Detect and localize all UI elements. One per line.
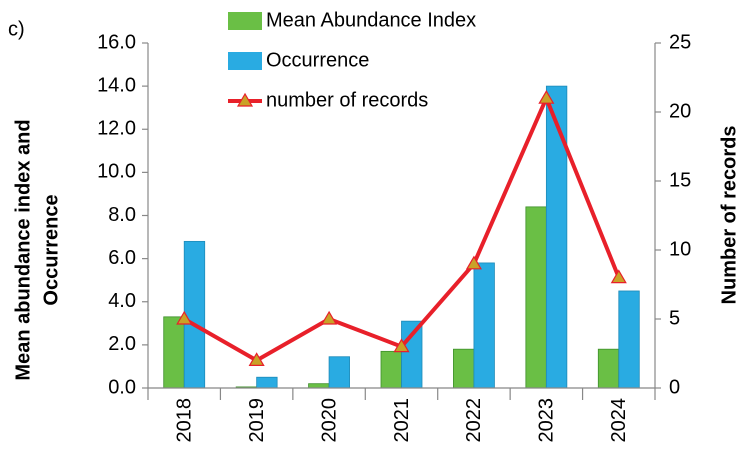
y-tick-label: 10.0	[97, 161, 136, 183]
y-tick-label: 16.0	[97, 31, 136, 53]
marker	[321, 310, 338, 325]
bar	[256, 376, 278, 389]
y-axis-title: Mean abundance index and	[12, 119, 34, 380]
marker	[610, 269, 627, 284]
bar	[525, 206, 547, 389]
y-axis-title: Occurrence	[40, 194, 62, 305]
legend-label: Occurrence	[266, 49, 369, 71]
panel-label: c)	[8, 18, 25, 40]
x-tick-label: 2020	[318, 398, 340, 443]
bar	[328, 356, 350, 389]
bar	[597, 348, 620, 389]
x-tick-label: 2022	[463, 398, 485, 443]
legend-swatch	[228, 52, 262, 70]
y2-tick-label: 5	[669, 307, 680, 329]
x-tick-label: 2024	[608, 398, 630, 443]
y2-tick-label: 25	[669, 31, 691, 53]
y2-tick-label: 15	[669, 169, 691, 191]
legend-swatch	[236, 92, 254, 107]
x-tick-label: 2021	[391, 398, 413, 443]
marker	[176, 310, 193, 325]
marker	[393, 338, 410, 353]
x-tick-label: 2019	[246, 398, 268, 443]
bar	[618, 290, 640, 389]
y2-tick-label: 10	[669, 238, 691, 260]
y-tick-label: 0.0	[108, 376, 136, 398]
bar	[401, 320, 423, 389]
y2-tick-label: 20	[669, 100, 691, 122]
marker	[538, 90, 555, 104]
marker	[248, 352, 265, 366]
y2-axis-title: Number of records	[718, 126, 740, 305]
legend-swatch	[228, 12, 262, 30]
y-tick-label: 4.0	[108, 290, 136, 312]
bar	[473, 262, 495, 389]
bar	[183, 240, 206, 389]
y-tick-label: 14.0	[97, 74, 136, 96]
y-tick-label: 6.0	[108, 247, 136, 269]
y-tick-label: 2.0	[108, 333, 136, 355]
marker	[465, 255, 482, 270]
legend-label: Mean Abundance Index	[266, 9, 476, 31]
y-tick-label: 12.0	[97, 118, 136, 140]
bar	[163, 316, 185, 389]
bar	[380, 350, 402, 389]
y-tick-label: 8.0	[108, 204, 136, 226]
bar	[308, 383, 330, 389]
bar	[453, 348, 475, 389]
y2-tick-label: 0	[669, 376, 680, 398]
legend-label: number of records	[266, 89, 428, 111]
bar	[545, 85, 568, 389]
x-tick-label: 2023	[536, 398, 558, 443]
x-tick-label: 2018	[173, 398, 195, 443]
